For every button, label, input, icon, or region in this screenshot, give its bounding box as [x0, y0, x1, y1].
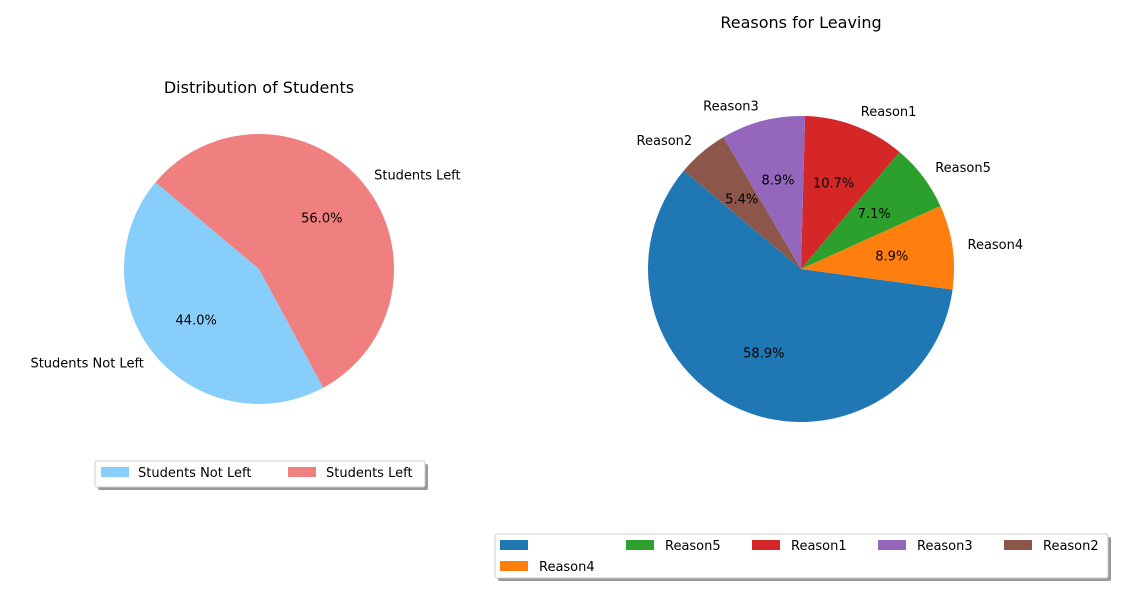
slice-category-label: Students Not Left — [30, 356, 143, 371]
legend-reasons: Reason4 Reason5 Reason1 Reason3 Reason2 — [494, 533, 1111, 581]
pie-chart-students: Distribution of Students 44.0% Students N… — [30, 78, 461, 405]
slice-percent-label: 44.0% — [176, 314, 217, 329]
slice-percent-label: 56.0% — [301, 211, 342, 226]
slice-category-label: Reason4 — [968, 238, 1024, 253]
pie-slice — [723, 115, 806, 269]
pie-slice — [683, 137, 801, 269]
legend-swatch — [500, 561, 528, 571]
slice-category-label: Reason3 — [703, 100, 759, 115]
chart-title: Distribution of Students — [164, 78, 354, 97]
slice-percent-label: 10.7% — [813, 177, 854, 192]
legend-swatch — [1004, 540, 1032, 550]
legend-entry-label: Reason1 — [791, 539, 847, 554]
legend-entry-label: Students Left — [326, 466, 413, 481]
slice-percent-label: 58.9% — [743, 346, 784, 361]
slice-category-label: Students Left — [374, 169, 461, 184]
legend-entry-label: Reason3 — [917, 539, 973, 554]
chart-title: Reasons for Leaving — [720, 13, 881, 32]
pie-slice — [647, 170, 953, 423]
slice-percent-label: 5.4% — [725, 193, 758, 208]
legend-entry-label: Reason4 — [539, 560, 595, 575]
slice-category-label: Reason5 — [935, 161, 991, 176]
legend-students: Students Not Left Students Left — [94, 460, 428, 490]
pie-slice — [123, 182, 324, 405]
legend-swatch — [626, 540, 654, 550]
legend-swatch — [752, 540, 780, 550]
legend-swatch — [878, 540, 906, 550]
legend-swatch — [500, 540, 528, 550]
legend-entry-label: Students Not Left — [138, 466, 251, 481]
pie-slice — [801, 151, 941, 269]
slice-percent-label: 8.9% — [761, 174, 794, 189]
legend-entry-label: Reason5 — [665, 539, 721, 554]
legend-entry-label: Reason2 — [1043, 539, 1099, 554]
slice-category-label: Reason1 — [861, 105, 917, 120]
slice-percent-label: 7.1% — [858, 207, 891, 222]
pie-chart-reasons: Reasons for Leaving 58.9% 8.9% Reason4 7.1%… — [637, 13, 1024, 423]
legend-frame — [94, 460, 426, 488]
legend-swatch — [101, 467, 129, 477]
legend-swatch — [288, 467, 316, 477]
pie-slice — [801, 205, 954, 290]
pie-slice — [155, 134, 394, 388]
slice-percent-label: 8.9% — [875, 249, 908, 264]
pie-slice — [801, 116, 900, 269]
slice-category-label: Reason2 — [637, 134, 693, 149]
